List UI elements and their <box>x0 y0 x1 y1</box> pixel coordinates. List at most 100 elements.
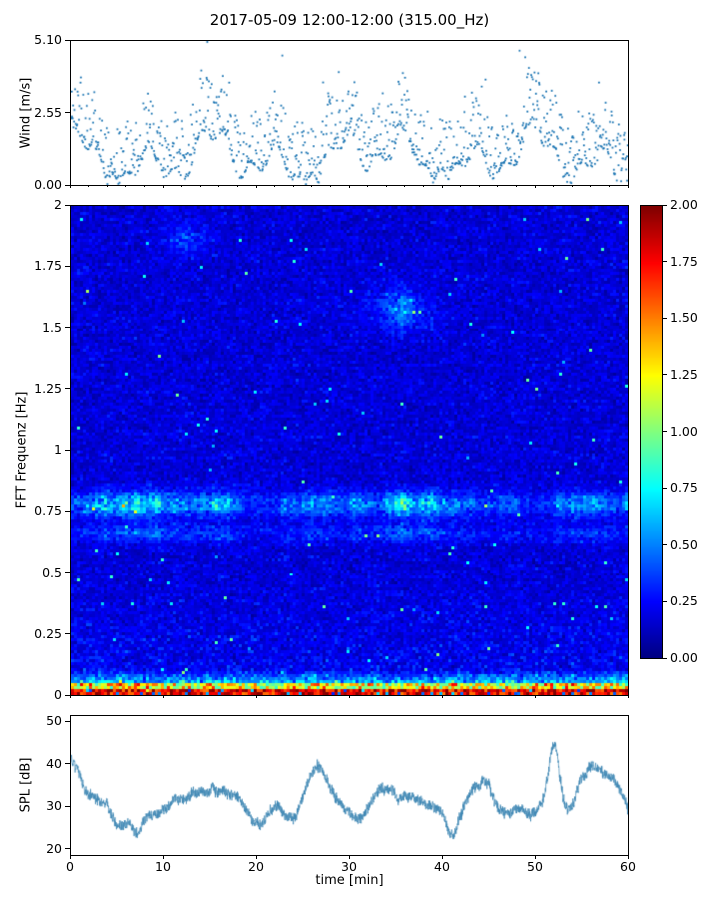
wind-xtick-mark <box>534 185 536 188</box>
wind-ytick-mark <box>65 112 70 113</box>
spectrogram-xtick-mark <box>69 695 71 698</box>
spl-ytick-label: 20 <box>46 840 62 856</box>
spectrogram-ytick-mark <box>65 510 70 512</box>
spl-ytick-label: 30 <box>46 798 62 814</box>
spl-axes <box>70 715 629 856</box>
spectrogram-ytick-label: 0.75 <box>34 503 62 519</box>
wind-xtick-minor-mark <box>292 185 294 187</box>
wind-xtick-minor-mark <box>608 185 610 187</box>
wind-xtick-minor-mark <box>218 185 220 187</box>
colorbar-tick-mark <box>663 204 667 206</box>
colorbar-tick-label: 0.50 <box>670 536 698 552</box>
wind-xtick-mark <box>348 185 350 188</box>
wind-xtick-minor-mark <box>590 185 592 187</box>
wind-ytick-mark <box>65 39 70 41</box>
colorbar-canvas <box>641 206 662 658</box>
spectrogram-canvas <box>71 206 628 695</box>
spl-ytick-mark <box>65 720 70 722</box>
spl-xtick-mark <box>255 855 257 859</box>
spectrogram-ytick-mark <box>65 327 70 328</box>
spl-ytick-mark <box>65 763 70 765</box>
wind-xtick-mark <box>627 185 629 188</box>
spl-xtick-label: 60 <box>620 859 636 874</box>
wind-xtick-minor-mark <box>515 185 517 187</box>
spl-xtick-label: 40 <box>434 859 450 874</box>
wind-xtick-minor-mark <box>311 185 313 187</box>
wind-xtick-minor-mark <box>236 185 238 187</box>
spectrogram-ytick-mark <box>65 265 70 267</box>
spectrogram-xtick-mark <box>441 695 443 698</box>
spl-xtick-mark <box>162 855 164 859</box>
wind-xtick-minor-mark <box>181 185 183 187</box>
colorbar-tick-mark <box>663 544 667 546</box>
x-axis-label: time [min] <box>315 873 384 888</box>
wind-xtick-minor-mark <box>404 185 406 187</box>
spectrogram-axes <box>70 205 629 696</box>
wind-ytick-label: 5.10 <box>34 32 62 47</box>
wind-axes <box>70 40 629 186</box>
spectrogram-xtick-mark <box>255 695 257 698</box>
spectrogram-ytick-mark <box>65 204 70 206</box>
colorbar-tick-mark <box>663 317 667 319</box>
wind-xtick-minor-mark <box>460 185 462 187</box>
spl-xtick-mark <box>441 855 443 859</box>
spectrogram-ytick-label: 0.5 <box>42 564 62 580</box>
spl-ytick-mark <box>65 805 70 807</box>
spl-xtick-mark <box>69 855 71 859</box>
wind-ytick-label: 2.55 <box>34 104 62 120</box>
spl-xtick-mark <box>348 855 350 859</box>
spectrogram-xtick-mark <box>627 695 629 698</box>
spectrogram-ytick-label: 1 <box>54 442 62 457</box>
spl-xtick-label: 30 <box>341 859 357 874</box>
spectrogram-ytick-label: 1.5 <box>42 319 62 335</box>
spectrogram-xtick-mark <box>534 695 536 698</box>
colorbar-tick-mark <box>663 374 667 376</box>
spl-xtick-label: 50 <box>527 859 543 874</box>
wind-xtick-minor-mark <box>497 185 499 187</box>
wind-ytick-label: 0.00 <box>34 177 62 192</box>
wind-ytick-mark <box>65 184 70 186</box>
wind-xtick-minor-mark <box>329 185 331 187</box>
wind-xtick-minor-mark <box>367 185 369 187</box>
colorbar-tick-label: 2.00 <box>670 197 698 212</box>
spl-xtick-mark <box>627 855 629 859</box>
colorbar-tick-label: 0.00 <box>670 650 698 665</box>
spl-xtick-label: 20 <box>248 859 264 874</box>
wind-xtick-minor-mark <box>571 185 573 187</box>
wind-xtick-minor-mark <box>88 185 90 187</box>
colorbar <box>640 205 663 659</box>
spectrogram-xtick-mark <box>348 695 350 698</box>
spectrogram-ytick-label: 2 <box>54 197 62 212</box>
spectrogram-ytick-label: 1.25 <box>34 380 62 396</box>
spectrogram-ytick-mark <box>65 449 70 451</box>
colorbar-tick-label: 0.75 <box>670 480 698 496</box>
wind-xtick-minor-mark <box>274 185 276 187</box>
spectrogram-ytick-mark <box>65 572 70 573</box>
spl-xtick-label: 10 <box>155 859 171 874</box>
wind-xtick-mark <box>255 185 257 188</box>
colorbar-tick-mark <box>663 657 667 659</box>
spectrogram-ytick-mark <box>65 633 70 635</box>
colorbar-tick-mark <box>663 431 667 432</box>
wind-xtick-minor-mark <box>143 185 145 187</box>
spl-ytick-label: 50 <box>46 713 62 729</box>
spectrogram-ytick-mark <box>65 694 70 696</box>
spectrogram-ytick-mark <box>65 388 70 390</box>
spectrogram-xtick-mark <box>162 695 164 698</box>
wind-xtick-minor-mark <box>553 185 555 187</box>
spl-xtick-mark <box>534 855 536 859</box>
colorbar-tick-label: 1.75 <box>670 253 698 269</box>
spectrogram-ytick-label: 0 <box>54 687 62 702</box>
spl-ytick-label: 40 <box>46 755 62 771</box>
wind-xtick-minor-mark <box>199 185 201 187</box>
spl-ytick-mark <box>65 848 70 850</box>
wind-xtick-minor-mark <box>478 185 480 187</box>
colorbar-tick-mark <box>663 261 667 263</box>
wind-xtick-minor-mark <box>106 185 108 187</box>
spl-line-canvas <box>71 716 628 855</box>
colorbar-tick-label: 1.00 <box>670 423 698 439</box>
spectrogram-ytick-label: 1.75 <box>34 258 62 274</box>
wind-xtick-minor-mark <box>125 185 127 187</box>
wind-xtick-mark <box>162 185 164 188</box>
